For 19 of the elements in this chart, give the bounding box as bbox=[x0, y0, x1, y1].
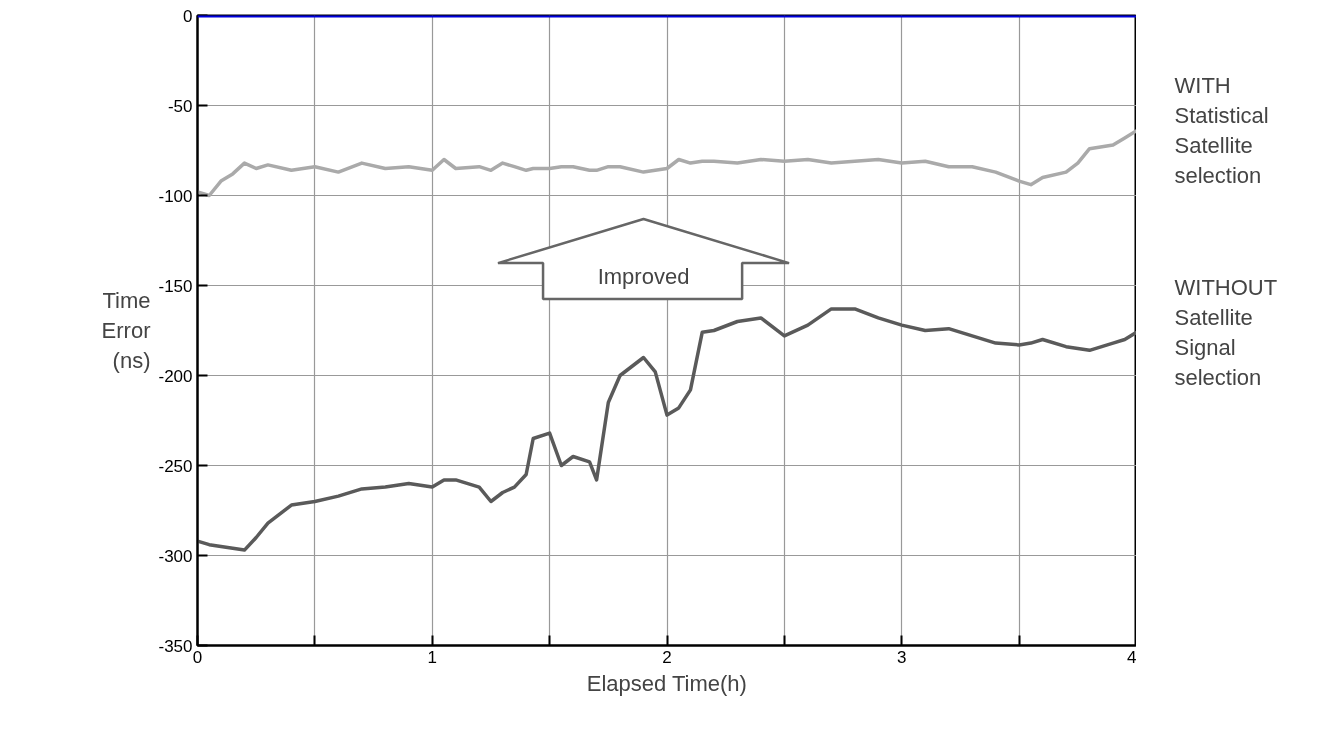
x-tick-label: 2 bbox=[662, 647, 672, 667]
y-tick-label: -250 bbox=[158, 456, 193, 476]
series-label: WITHOUT Satellite Signal selection bbox=[1174, 274, 1278, 390]
x-tick-label: 3 bbox=[897, 647, 907, 667]
y-tick-label: -50 bbox=[167, 96, 193, 116]
line-series bbox=[197, 307, 1136, 552]
x-tick-label: 1 bbox=[427, 647, 437, 667]
y-tick-label: 0 bbox=[183, 6, 193, 26]
annotation: Improved bbox=[597, 264, 690, 290]
line-series bbox=[197, 128, 1136, 198]
y-tick-label: -300 bbox=[158, 546, 193, 566]
y-tick-label: -200 bbox=[158, 366, 193, 386]
y-axis-title: Time Error (ns) bbox=[101, 288, 151, 373]
series-label: WITH Statistical Satellite selection bbox=[1174, 73, 1269, 189]
y-tick-label: -100 bbox=[158, 186, 193, 206]
x-axis-title: Elapsed Time(h) bbox=[586, 670, 747, 696]
x-tick-label: 4 bbox=[1127, 647, 1137, 667]
y-tick-label: -350 bbox=[158, 636, 193, 656]
y-tick-label: -150 bbox=[158, 276, 193, 296]
